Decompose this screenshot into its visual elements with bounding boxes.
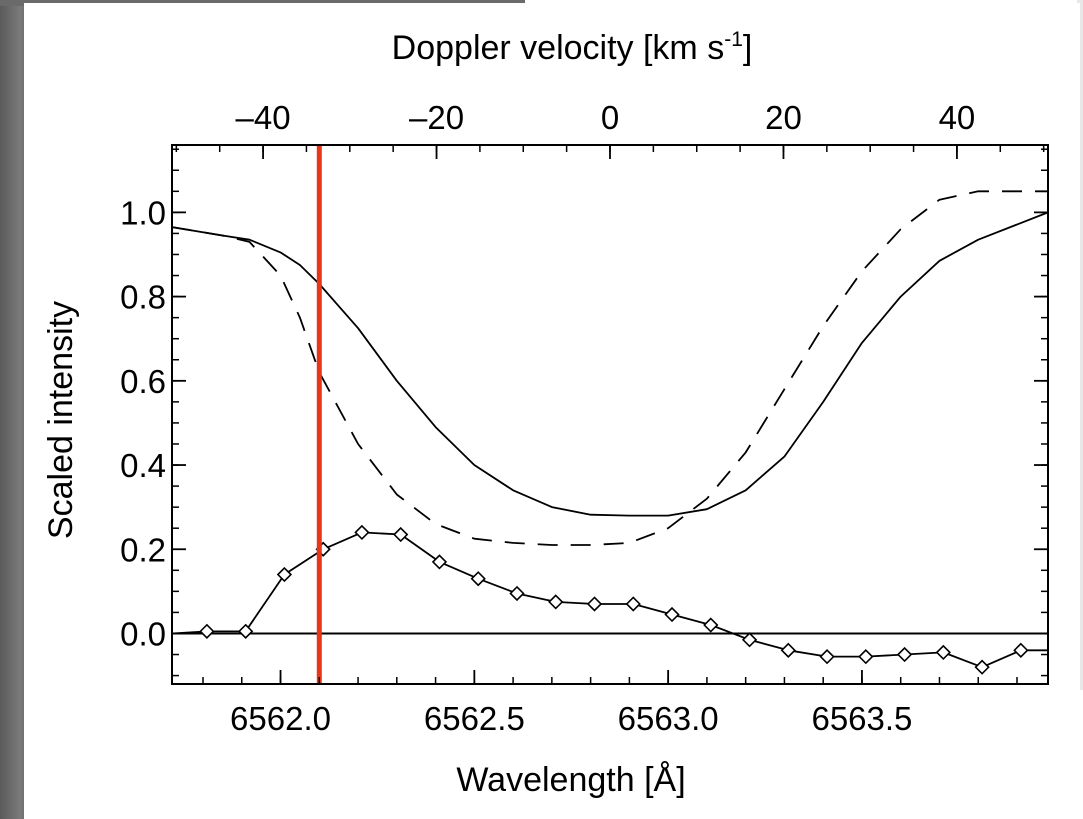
x-tick-label: 6562.0	[230, 700, 331, 737]
diamond-point	[470, 571, 486, 587]
top-axis-title: Doppler velocity [km s-1]	[392, 28, 753, 67]
x-tick-label: 6563.5	[811, 700, 912, 737]
diamond-point	[509, 585, 525, 602]
diamond-point	[586, 596, 603, 612]
y-tick-label: 1.0	[120, 194, 166, 231]
y-tick-label: 0.2	[120, 531, 166, 568]
diamond-point	[703, 617, 719, 633]
series-1-solid-line	[171, 211, 1049, 517]
diamond-point	[393, 526, 409, 543]
diamond-point	[780, 642, 796, 658]
diamond-point	[858, 648, 874, 665]
diamond-point	[935, 644, 951, 661]
y-tick-label: 0.4	[120, 447, 166, 484]
diamond-point	[741, 632, 758, 648]
y-tick-label: 0.0	[120, 615, 166, 652]
diamond-point	[664, 606, 680, 623]
diamond-point	[276, 566, 293, 583]
y-tick-label: 0.6	[120, 363, 166, 400]
chart-panel: Doppler velocity [km s-1] Wavelength [Å]…	[24, 3, 1080, 819]
diamond-point	[896, 646, 913, 663]
diamond-point	[199, 623, 215, 639]
velocity-tick-label: 0	[601, 99, 619, 136]
chart: Doppler velocity [km s-1] Wavelength [Å]…	[42, 28, 1049, 799]
diamond-point	[974, 659, 990, 675]
x-tick-label: 6562.5	[424, 700, 525, 737]
diamond-point	[431, 554, 448, 570]
diamond-point	[548, 594, 564, 610]
velocity-tick-label: 40	[939, 99, 976, 136]
plot-area: 6562.0 6562.5 6563.0 6563.5 –40 –20 0 20 40 0.0 0.…	[120, 99, 1049, 737]
y-axis-title: Scaled intensity	[42, 301, 80, 539]
diamond-point	[1013, 642, 1029, 658]
diamond-point	[238, 623, 254, 639]
x-tick-label: 6563.0	[618, 700, 719, 737]
diamond-point	[625, 596, 641, 612]
velocity-tick-label: –40	[236, 99, 291, 136]
series-2-dashed-line	[171, 190, 1048, 546]
series-3-diamonds-line	[171, 531, 1048, 669]
diamond-point	[354, 524, 370, 541]
x-axis-title: Wavelength [Å]	[456, 761, 685, 799]
y-tick-label: 0.8	[120, 279, 166, 316]
background-image-right	[1077, 0, 1083, 690]
velocity-tick-label: –20	[409, 99, 464, 136]
diamond-point	[819, 648, 835, 665]
velocity-tick-label: 20	[765, 99, 802, 136]
